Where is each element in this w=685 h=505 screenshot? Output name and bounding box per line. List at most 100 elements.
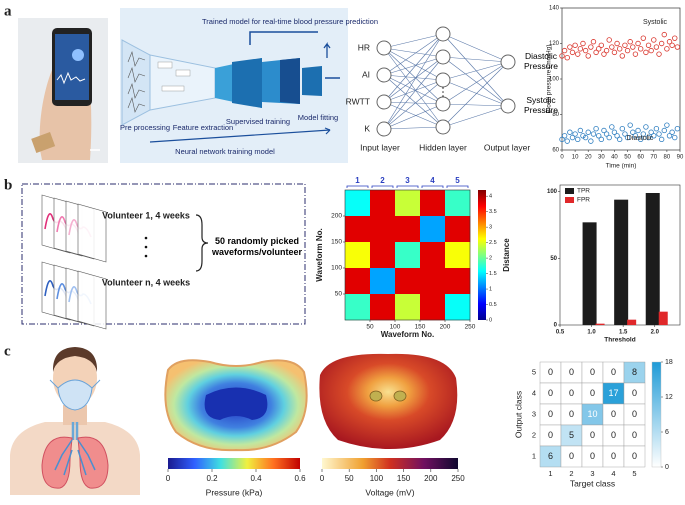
point — [585, 53, 591, 59]
cell-value: 10 — [587, 409, 597, 419]
cell-value: 0 — [548, 388, 553, 398]
cell-value: 0 — [569, 451, 574, 461]
point — [645, 42, 652, 48]
y-tick-label: 3 — [532, 409, 536, 418]
y-axis-label: Blood pressure (mmHg) — [546, 45, 553, 114]
point — [653, 44, 660, 50]
colorbar — [478, 190, 486, 320]
series-label: Diastolic — [627, 135, 654, 142]
point — [590, 131, 597, 137]
node — [376, 121, 392, 137]
node — [435, 96, 451, 112]
connection — [383, 79, 444, 130]
connection — [383, 101, 444, 105]
note-box: 50 randomly picked waveforms/volunteer — [212, 236, 302, 257]
confusion-matrix: 0 0 0 0 80 0 0 17 00 0 10 0 00 5 0 0 06 0 0 0 01 2 3 4 554321Tar… — [513, 359, 673, 488]
connection — [383, 47, 444, 128]
y-tick-label: 60 — [552, 148, 559, 154]
point — [648, 129, 654, 135]
colorbar-tick-label: 100 — [370, 474, 384, 483]
y-tick-label: 100 — [547, 189, 558, 195]
x-tick-label: 0 — [560, 155, 564, 161]
x-tick-label: 2.0 — [651, 330, 660, 336]
cell-value: 8 — [632, 367, 637, 377]
x-tick-label: 40 — [611, 155, 618, 161]
human-illustration — [10, 347, 140, 495]
heatmap-cell — [445, 294, 471, 321]
heatmap-cell — [420, 216, 446, 243]
point — [572, 131, 578, 137]
point — [606, 134, 612, 141]
point — [567, 44, 573, 50]
x-tick-label: 4 — [611, 469, 615, 478]
point — [585, 129, 591, 135]
group-bracket — [446, 185, 469, 188]
workflow-step: Model fitting — [298, 113, 338, 122]
workflow-step: Pre processing — [120, 123, 170, 132]
legend-swatch — [565, 197, 574, 203]
y-tick-label: 200 — [331, 213, 342, 220]
layer-label: Hidden layer — [419, 142, 467, 152]
colorbar-tick-label: 0.2 — [206, 474, 218, 483]
cell-value: 17 — [608, 388, 618, 398]
x-axis-label: Target class — [570, 478, 615, 488]
point — [596, 46, 602, 52]
cell-value: 0 — [632, 409, 637, 419]
connection — [442, 103, 509, 107]
point — [640, 35, 646, 41]
connection — [383, 47, 444, 105]
connection — [383, 126, 444, 130]
heatmap-cell — [370, 268, 396, 295]
node — [500, 54, 516, 70]
point — [669, 42, 675, 48]
cell-value: 0 — [632, 388, 637, 398]
y-tick-label: 1 — [532, 451, 536, 460]
point — [559, 53, 565, 59]
series-label: Systolic — [643, 19, 668, 26]
sheet — [77, 270, 107, 330]
point — [611, 49, 618, 56]
point — [630, 129, 636, 135]
point — [614, 40, 620, 47]
connection — [383, 74, 444, 105]
point — [614, 133, 620, 139]
x-tick-label: 250 — [465, 324, 476, 331]
heatmap-cell — [370, 216, 396, 243]
workflow-diagram — [120, 8, 348, 163]
point — [640, 131, 646, 137]
node — [376, 94, 392, 110]
connection — [442, 61, 509, 81]
colorbar-tick-label: 6 — [665, 429, 669, 436]
point — [569, 49, 576, 56]
x-tick-label: 80 — [664, 155, 671, 161]
heatmap-cell — [445, 268, 471, 295]
colorbar-tick-label: 0.6 — [294, 474, 306, 483]
colorbar-tick-label: 2 — [489, 256, 492, 262]
heatmap-cell — [345, 190, 371, 217]
point — [656, 131, 662, 137]
group-label: 3 — [405, 176, 410, 185]
cell-value: 0 — [569, 388, 574, 398]
point — [666, 133, 673, 139]
point — [564, 55, 570, 61]
heatmap-cell — [420, 242, 446, 269]
cell-value: 0 — [548, 409, 553, 419]
x-axis-label: Threshold — [604, 337, 635, 344]
heatmap-cell — [420, 294, 446, 321]
point — [664, 46, 670, 52]
workflow-step: Supervised training — [226, 117, 290, 126]
scatter-chart: 0 10 20 30 40 50 60 70 80 90 60 80 100 120 140 Time (mi… — [546, 6, 684, 170]
cell-value: 0 — [611, 451, 616, 461]
colorbar-tick-label: 0 — [166, 474, 171, 483]
x-tick-label: 5 — [632, 469, 636, 478]
heatmap-cell — [420, 268, 446, 295]
connection — [442, 33, 509, 63]
point — [637, 46, 644, 52]
x-tick-label: 50 — [366, 324, 374, 331]
connection — [442, 61, 509, 128]
point — [616, 46, 623, 52]
point — [598, 136, 605, 143]
bar — [582, 222, 597, 325]
point — [653, 125, 660, 132]
